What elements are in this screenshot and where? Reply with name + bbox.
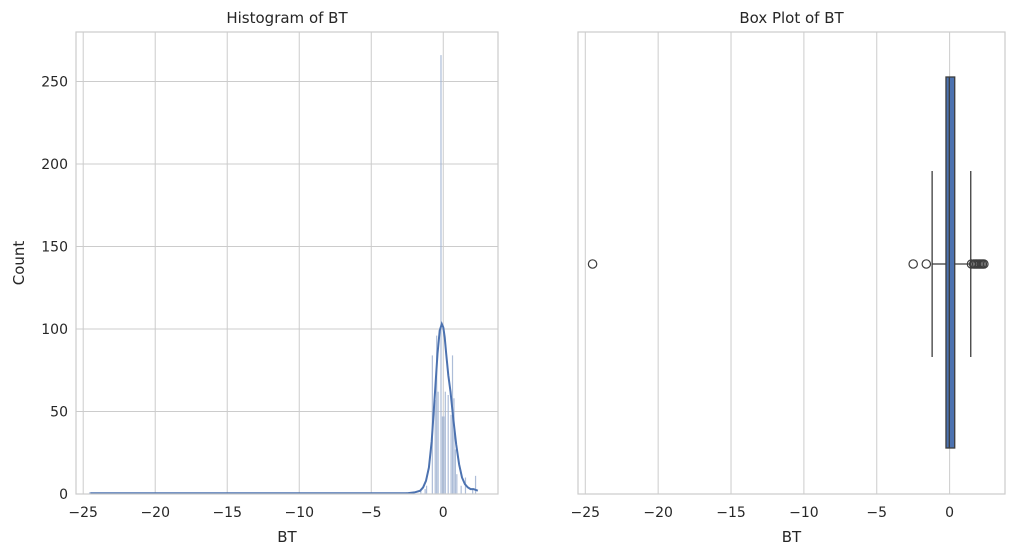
histogram-bar: [472, 489, 474, 494]
histogram-bar: [447, 395, 449, 494]
histogram-bar: [444, 391, 446, 494]
histogram-bar: [441, 416, 444, 494]
histogram-bar: [434, 399, 436, 494]
histogram-title: Histogram of BT: [226, 9, 348, 27]
y-tick-label: 50: [50, 405, 68, 421]
x-tick-label: −20: [140, 505, 170, 521]
histogram-gridlines: [76, 32, 498, 495]
y-tick-label: 100: [41, 322, 68, 338]
histogram-bar: [460, 485, 462, 494]
histogram-bar: [453, 398, 455, 494]
histogram-frame: [75, 31, 499, 495]
x-tick-label: 0: [945, 505, 954, 521]
histogram-x-label: BT: [277, 528, 297, 546]
boxplot-x-label: BT: [782, 528, 802, 546]
outlier-point: [587, 259, 598, 269]
histogram-x-ticks: −25 −20 −15 −10 −5 0: [68, 505, 447, 521]
y-tick-label: 0: [59, 487, 68, 503]
x-tick-label: −5: [361, 505, 382, 521]
boxplot-panel: Box Plot of BT −25 −20 −15 −10 −5 0 BT: [571, 9, 1006, 546]
x-tick-label: −25: [68, 505, 98, 521]
histogram-bar: [424, 489, 426, 494]
kde-curve: [90, 321, 479, 495]
interquartile-box: [945, 76, 956, 449]
boxplot-frame: [577, 31, 1006, 495]
x-tick-label: −10: [284, 505, 314, 521]
outlier-point: [908, 259, 918, 269]
outlier-point: [921, 259, 932, 269]
histogram-bar: [425, 485, 428, 494]
histogram-bar: [420, 489, 422, 494]
x-tick-label: −5: [866, 505, 887, 521]
outlier-points: [587, 259, 989, 269]
histogram-bars: [88, 55, 477, 494]
histogram-panel: Histogram of BT −25 −20 −15 −10 −5 0 0 50 100 15…: [10, 9, 499, 546]
y-tick-label: 150: [41, 240, 68, 256]
histogram-bar: [436, 335, 438, 494]
x-tick-label: −10: [789, 505, 819, 521]
y-tick-label: 250: [41, 75, 68, 91]
histogram-y-ticks: 0 50 100 150 200 250: [41, 75, 68, 504]
y-tick-label: 200: [41, 157, 68, 173]
histogram-bar: [451, 355, 454, 494]
x-tick-label: −15: [716, 505, 746, 521]
histogram-bar: [456, 474, 458, 494]
boxplot-x-ticks: −25 −20 −15 −10 −5 0: [571, 505, 955, 521]
histogram-y-label: Count: [10, 241, 28, 286]
histogram-bar: [437, 391, 439, 494]
histogram-bar: [450, 414, 452, 494]
histogram-bar: [443, 416, 445, 494]
outlier-point: [979, 259, 989, 269]
x-tick-label: 0: [439, 505, 448, 521]
x-tick-label: −15: [212, 505, 242, 521]
x-tick-label: −25: [571, 505, 601, 521]
histogram-bar: [454, 449, 456, 494]
boxplot-title: Box Plot of BT: [739, 9, 844, 27]
histogram-bar: [88, 492, 92, 494]
histogram-bar: [474, 475, 477, 494]
x-tick-label: −20: [643, 505, 673, 521]
boxplot-gridlines: [584, 32, 951, 494]
histogram-bar: [440, 55, 442, 494]
